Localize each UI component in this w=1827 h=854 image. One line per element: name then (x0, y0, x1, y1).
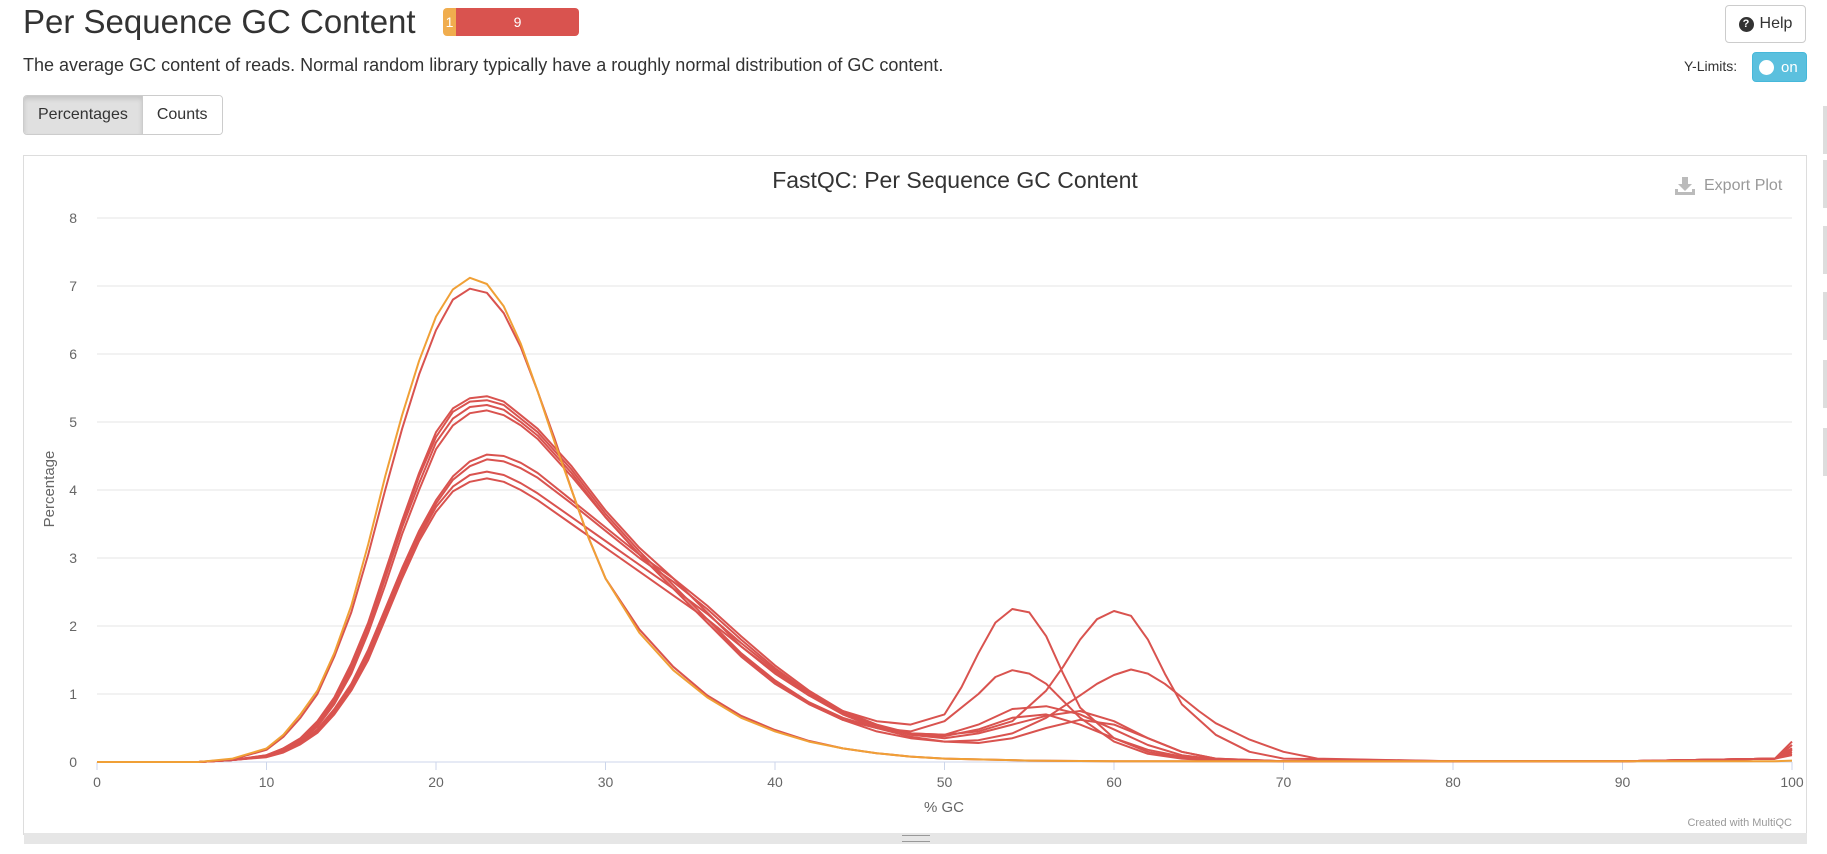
help-label: Help (1759, 15, 1793, 32)
section-description: The average GC content of reads. Normal … (23, 55, 944, 75)
question-circle-icon: ? (1738, 16, 1754, 32)
edge-marker (1823, 428, 1827, 476)
plot-container (23, 155, 1807, 835)
edge-marker (1823, 160, 1827, 208)
toggle-knob-icon (1759, 59, 1774, 75)
export-plot-button[interactable]: Export Plot (1674, 176, 1782, 196)
counts-button[interactable]: Counts (142, 96, 222, 134)
edge-marker (1823, 226, 1827, 274)
status-fail-segment[interactable]: 9 (456, 8, 579, 36)
button-divider (141, 96, 143, 134)
edge-marker (1823, 360, 1827, 408)
data-view-toggle: Percentages Counts (23, 95, 223, 135)
edge-marker (1823, 106, 1827, 154)
ylimits-state: on (1781, 58, 1798, 76)
percentages-button[interactable]: Percentages (24, 96, 142, 134)
download-icon (1675, 177, 1695, 195)
grip-icon (901, 835, 930, 842)
status-warn-segment[interactable]: 1 (443, 8, 456, 36)
edge-marker (1823, 292, 1827, 340)
status-bar[interactable]: 1 9 (443, 8, 579, 36)
page-title: Per Sequence GC Content (23, 3, 416, 40)
help-button[interactable]: ? Help (1725, 5, 1806, 43)
export-plot-label: Export Plot (1704, 177, 1783, 194)
right-edge-markers (1823, 0, 1827, 854)
ylimits-toggle[interactable]: on (1752, 52, 1807, 82)
plot-resize-handle[interactable] (24, 833, 1807, 844)
ylimits-label: Y-Limits: (1684, 58, 1738, 74)
